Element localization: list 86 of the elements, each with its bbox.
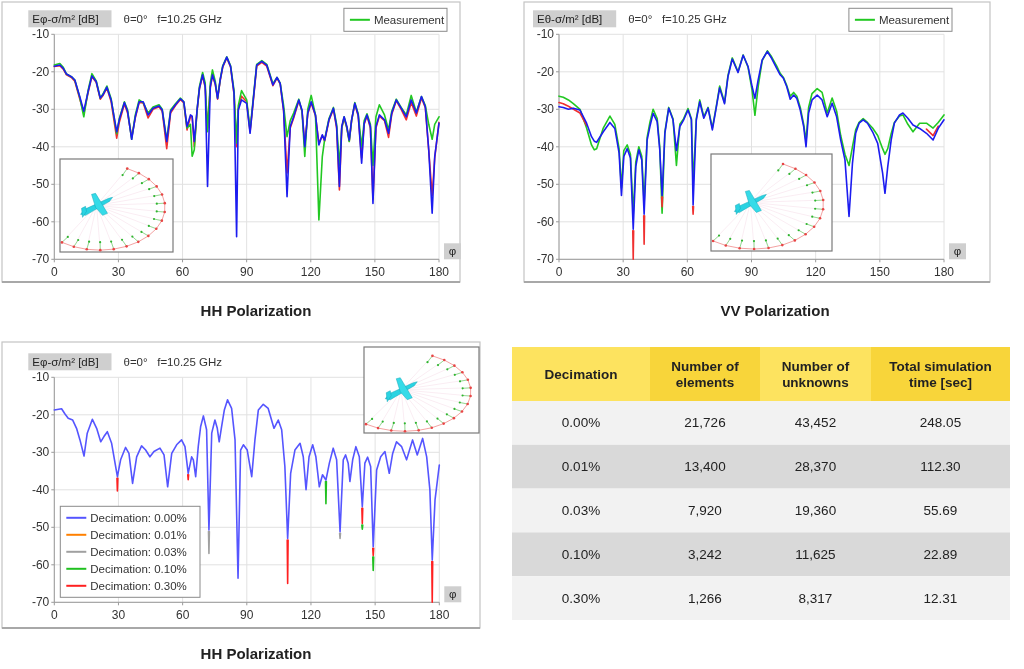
x-tick-label: 60 [680,265,695,280]
y-tick-label: -70 [536,252,555,267]
chart-subtitle: θ=0° f=10.25 GHz [628,12,728,25]
y-axis-title: Eφ-σ/m² [dB] [32,12,99,25]
text: 19,360 [794,503,837,518]
x-tick-label: 90 [744,265,759,280]
x-tick-label: 120 [300,608,322,623]
legend-label: Measurement [373,13,446,26]
y-tick-label: -50 [31,177,50,192]
y-tick-label: -30 [31,102,50,117]
text: 0.01% [561,459,601,475]
category-label: Number of unknowns [781,358,850,390]
x-tick-label: 150 [365,608,386,623]
legend-label: Decimation: 0.03% [90,545,187,558]
text: HH Polarization [200,302,312,319]
text: 0.00% [561,415,601,431]
text: 3,242 [688,546,722,562]
x-tick-label: 0 [555,265,563,280]
x-tick-label: 60 [175,608,190,623]
y-tick-label: -40 [31,139,50,154]
category-label: Number of elements [671,358,740,390]
y-tick-label: -60 [31,214,50,229]
y-tick-label: -20 [31,407,50,422]
y-tick-label: -20 [536,64,555,79]
y-tick-label: -10 [31,370,50,385]
category-label: Total simulation time [sec] [889,358,992,390]
line-series [53,399,441,580]
x-axis-title: φ [953,245,962,258]
legend-label: Decimation: 0.10% [90,562,187,575]
y-tick-label: -10 [31,27,50,42]
text: 8,317 [798,590,833,606]
legend-label: Decimation: 0.01% [90,528,187,541]
text: HH Polarization [200,645,312,662]
x-tick-label: 60 [175,265,190,280]
x-tick-label: 180 [428,265,450,280]
y-tick-label: -30 [31,445,50,460]
text: 55.69 [923,503,958,518]
y-tick-label: -60 [31,557,50,572]
text: 7,920 [688,503,722,518]
text: 0.03% [561,503,601,518]
y-tick-label: -70 [31,595,50,610]
y-tick-label: -10 [536,27,555,42]
text: 1,266 [688,590,722,606]
legend-label: Decimation: 0.00% [90,511,187,524]
text: 248.05 [919,415,962,431]
x-tick-label: 120 [805,265,826,280]
chart-subtitle: θ=0° f=10.25 GHz [123,355,223,368]
text: 28,370 [794,459,837,475]
y-tick-label: -30 [536,102,555,117]
x-axis-title: φ [449,588,457,601]
text: 21,726 [684,415,726,431]
text: 11,625 [795,546,836,562]
x-tick-label: 30 [111,608,126,623]
x-axis-title: φ [448,245,457,258]
y-tick-label: -50 [536,177,555,192]
y-tick-label: -20 [31,64,50,79]
y-tick-label: -70 [31,252,50,267]
x-tick-label: 150 [869,265,891,280]
chart-subtitle: θ=0° f=10.25 GHz [123,12,223,25]
x-tick-label: 0 [50,608,58,623]
x-tick-label: 90 [240,608,254,623]
text: 112.30 [920,459,961,475]
x-tick-label: 150 [364,265,386,280]
y-tick-label: -40 [536,139,555,154]
text: VV Polarization [720,302,830,319]
category-label: Decimation [544,366,618,382]
text: 0.10% [561,546,601,562]
y-axis-title: Eφ-σ/m² [dB] [32,355,99,368]
x-tick-label: 90 [239,265,254,280]
y-tick-label: -50 [31,520,50,535]
y-axis-title: Eθ-σ/m² [dB] [537,12,603,25]
text: 43,452 [794,415,837,431]
x-tick-label: 120 [300,265,322,280]
x-tick-label: 0 [50,265,58,280]
text: 13,400 [684,459,726,475]
x-tick-label: 30 [111,265,126,280]
y-tick-label: -60 [536,214,555,229]
x-tick-label: 180 [933,265,955,280]
x-tick-label: 30 [616,265,631,280]
y-tick-label: -40 [31,482,50,497]
text: 12.31 [923,590,958,606]
text: 0.30% [561,590,601,606]
text: 22.89 [923,546,958,562]
legend-label: Decimation: 0.30% [90,579,187,592]
x-tick-label: 180 [429,608,450,623]
legend-label: Measurement [878,13,951,26]
